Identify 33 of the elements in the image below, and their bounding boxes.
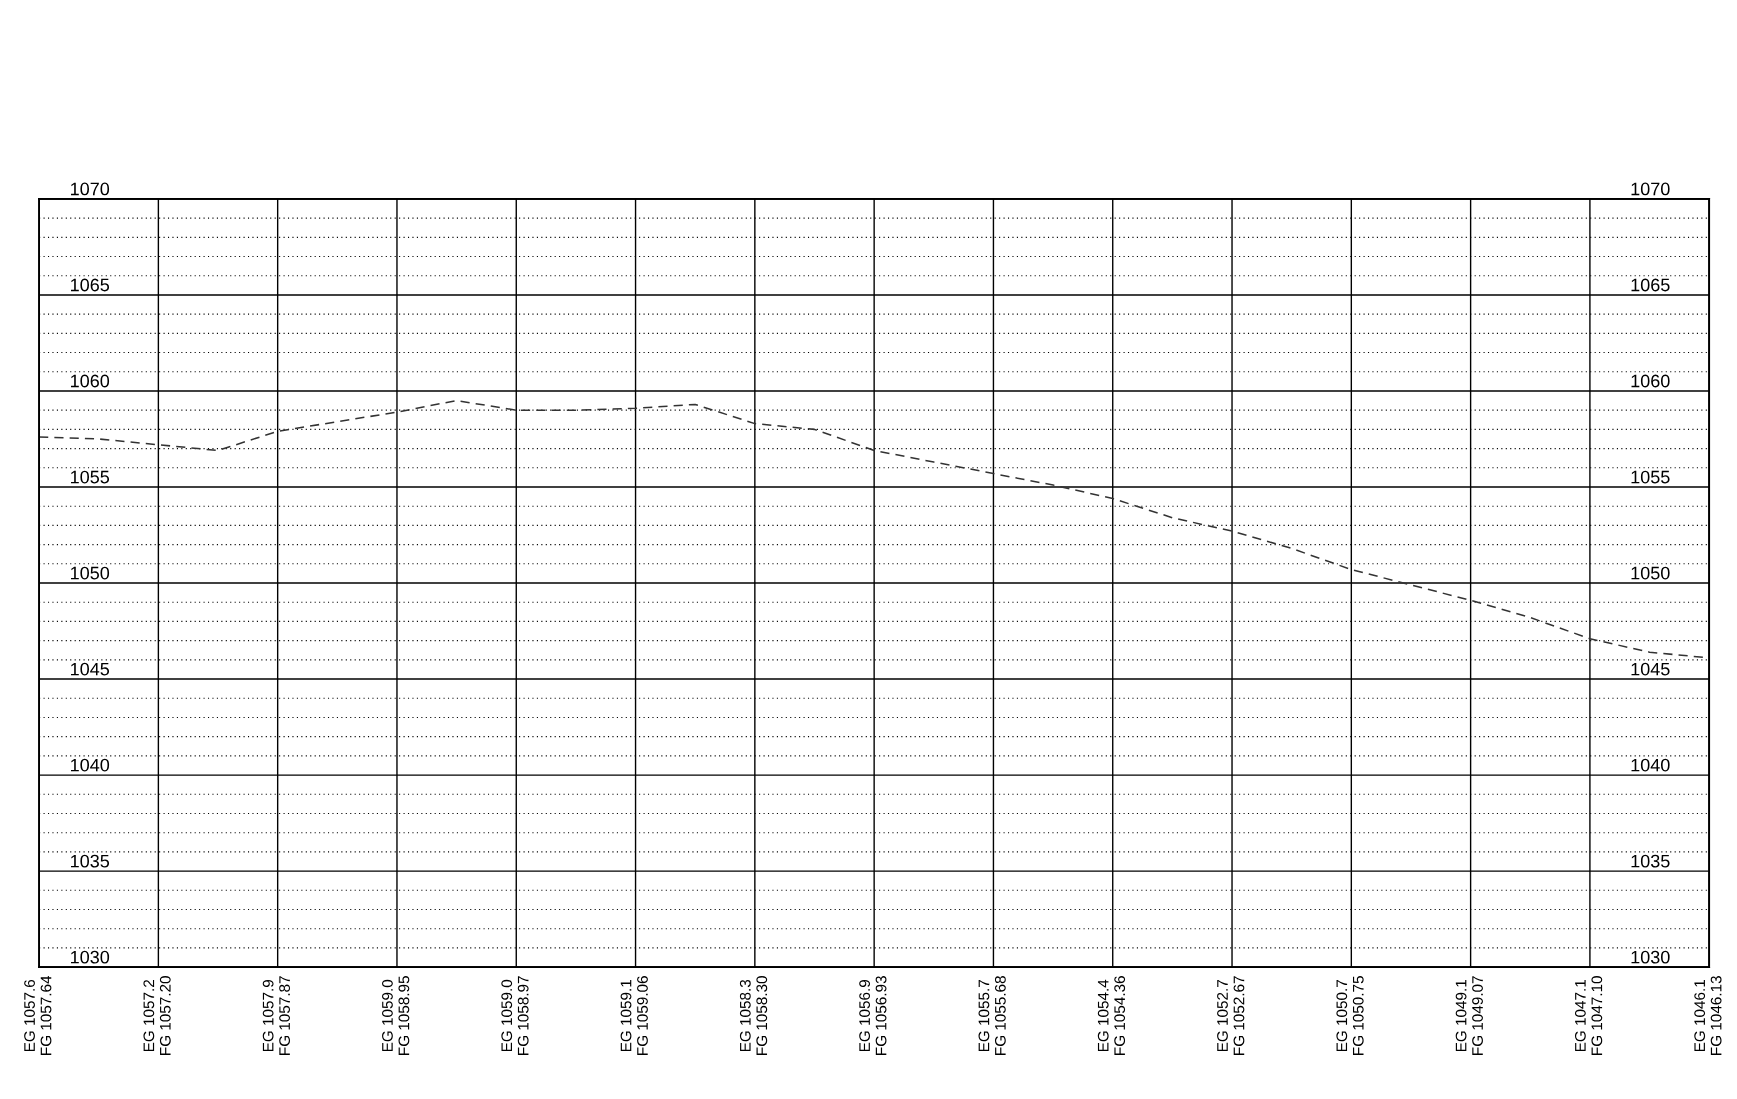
x-tick-label: EG 1059.0 FG 1058.95 xyxy=(382,976,410,1055)
y2-tick-label: 1050 xyxy=(1631,566,1670,580)
y-tick-label: 1070 xyxy=(71,182,110,196)
x-tick-label: EG 1054.4 FG 1054.36 xyxy=(1097,976,1126,1055)
y2-tick-label: 1060 xyxy=(1631,374,1670,388)
y-tick-label: 1045 xyxy=(71,662,110,676)
y2-tick-label: 1070 xyxy=(1631,182,1670,196)
x-tick-label: EG 1056.9 FG 1056.93 xyxy=(859,976,887,1055)
y2-tick-label: 1055 xyxy=(1631,470,1670,484)
x-tick-label: EG 1050.7 FG 1050.75 xyxy=(1336,976,1364,1055)
x-tick-label: EG 1055.7 FG 1055.68 xyxy=(978,976,1006,1055)
x-tick-label: EG 1057.2 FG 1057.20 xyxy=(143,976,171,1055)
x-tick-label: EG 1052.7 FG 1052.67 xyxy=(1217,976,1245,1055)
y-tick-label: 1060 xyxy=(71,374,110,388)
y-tick-label: 1050 xyxy=(71,566,110,580)
x-tick-label: EG 1049.1 FG 1049.07 xyxy=(1455,976,1483,1055)
x-tick-label: EG 1047.1 FG 1047.10 xyxy=(1574,976,1603,1055)
x-tick-label: EG 1046.1 FG 1046.13 xyxy=(1694,976,1722,1055)
x-tick-label: EG 1059.1 FG 1059.06 xyxy=(620,976,648,1055)
x-tick-label: EG 1057.6 FG 1057.64 xyxy=(24,975,52,1055)
y2-tick-label: 1065 xyxy=(1631,278,1670,292)
y2-tick-label: 1040 xyxy=(1631,758,1670,772)
x-tick-label: EG 1057.9 FG 1057.87 xyxy=(262,976,290,1055)
y-tick-label: 1035 xyxy=(71,854,110,868)
y-tick-label: 1040 xyxy=(71,758,110,772)
y-tick-label: 1030 xyxy=(71,950,110,964)
y2-tick-label: 1045 xyxy=(1631,662,1670,676)
x-tick-label: EG 1058.3 FG 1058.30 xyxy=(739,976,768,1055)
y2-tick-label: 1035 xyxy=(1631,854,1670,868)
y-tick-label: 1065 xyxy=(71,278,110,292)
y2-tick-label: 1030 xyxy=(1631,950,1670,964)
y-tick-label: 1055 xyxy=(71,470,110,484)
x-tick-label: EG 1059.0 FG 1058.97 xyxy=(501,976,529,1055)
